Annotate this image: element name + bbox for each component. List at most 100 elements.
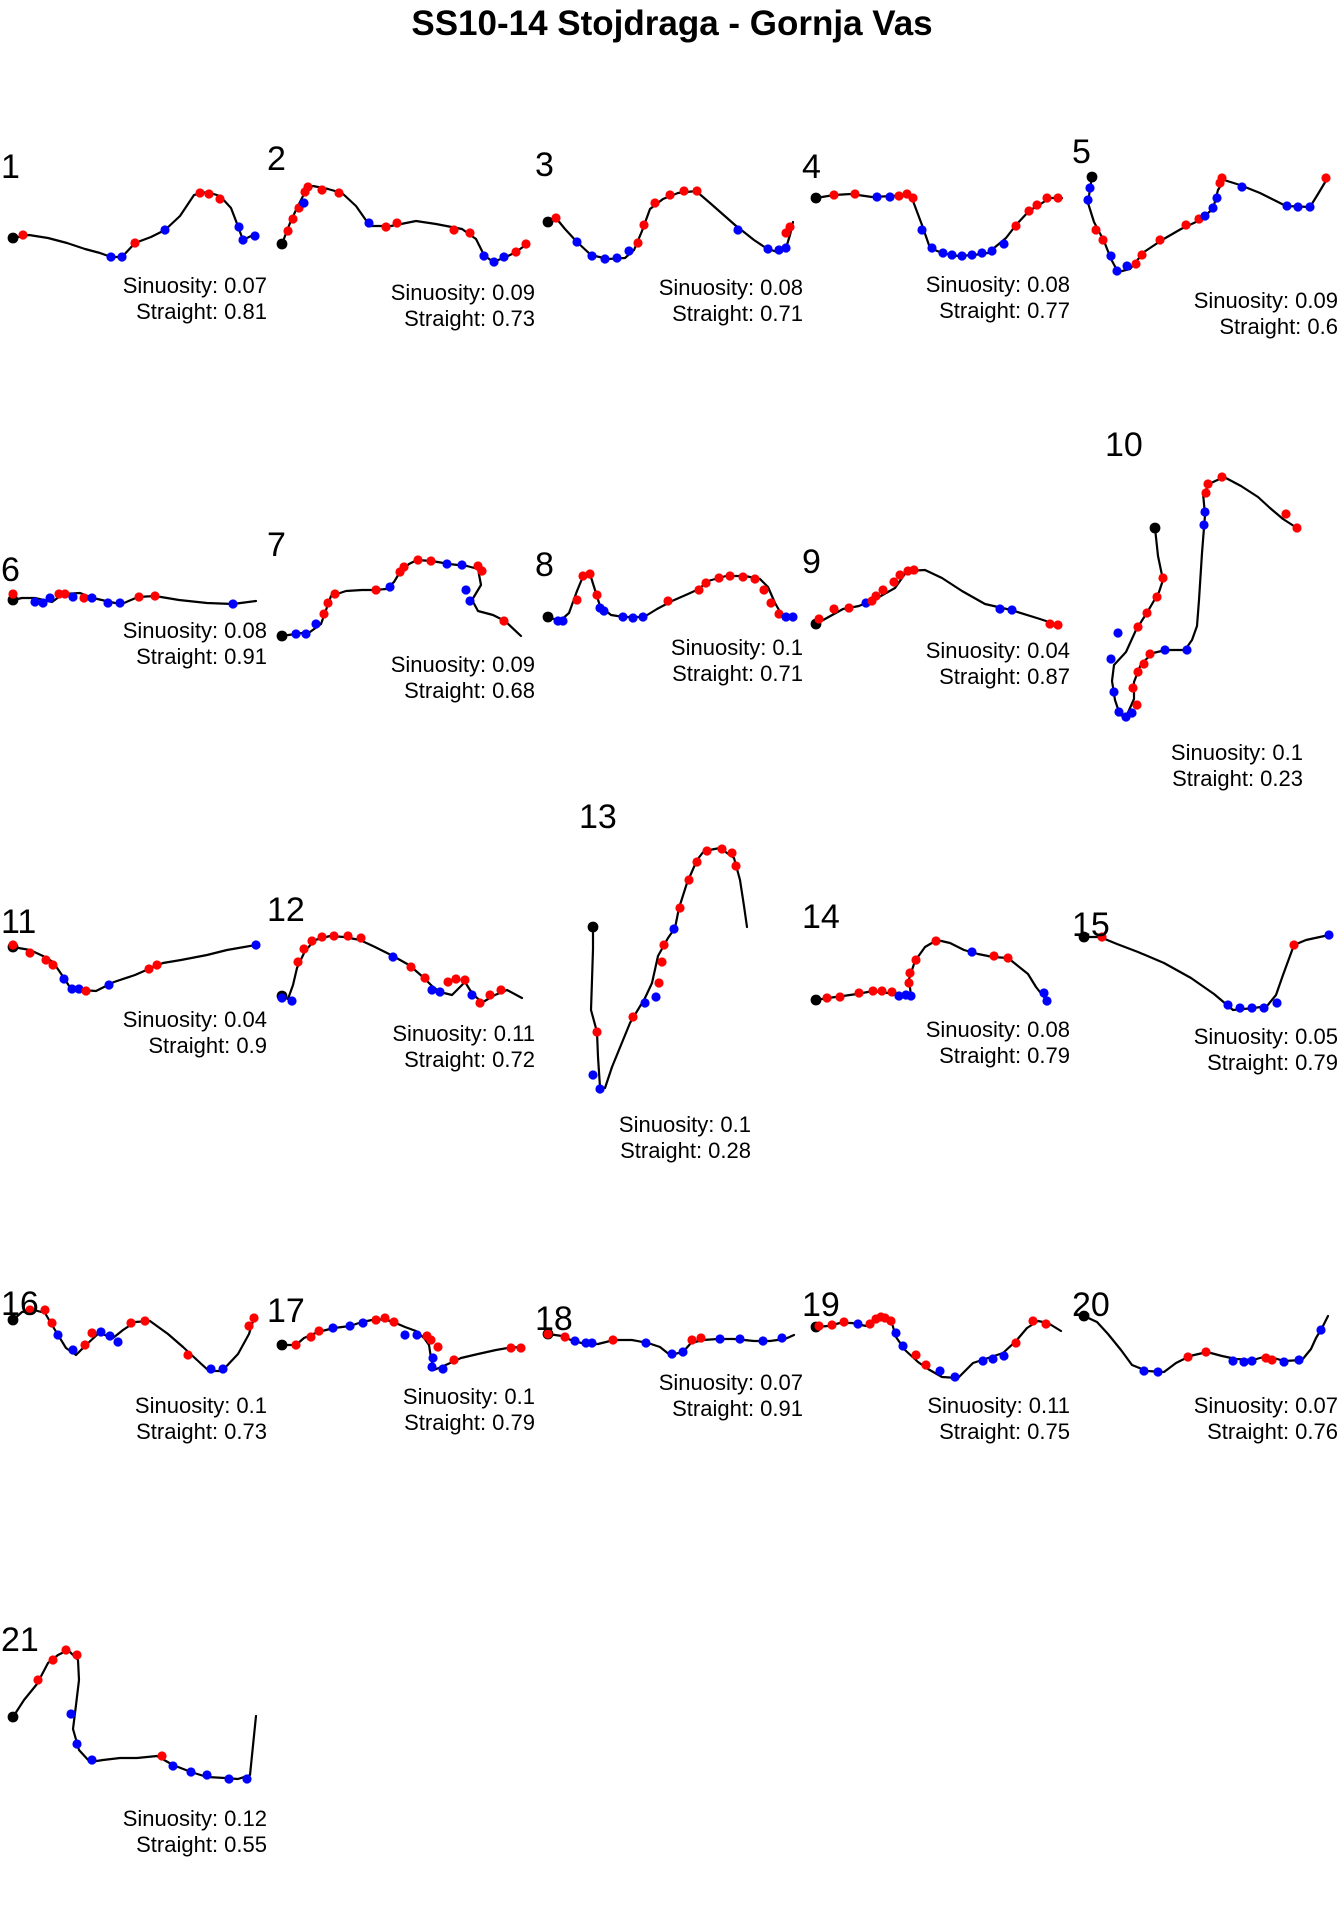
blue-point — [777, 1333, 787, 1343]
red-point — [894, 191, 904, 201]
red-point — [48, 1655, 58, 1665]
blue-point — [1237, 182, 1247, 192]
blue-point — [618, 612, 628, 622]
blue-point — [1305, 202, 1315, 212]
blue-point — [400, 1330, 410, 1340]
trajectory-panel-9 — [810, 565, 1063, 630]
panel-number: 16 — [1, 1285, 39, 1323]
red-point — [307, 936, 317, 946]
sinuosity-value: Sinuosity: 0.1 — [670, 635, 803, 660]
blue-point — [938, 248, 948, 258]
red-point — [578, 571, 588, 581]
panel-number: 12 — [267, 891, 305, 929]
sinuosity-value: Sinuosity: 0.12 — [122, 1806, 267, 1831]
panel-stats: Sinuosity: 0.07 Straight: 0.91 — [659, 1370, 803, 1422]
panel-number: 5 — [1072, 133, 1091, 171]
trajectory-panel-20 — [1078, 1310, 1330, 1377]
red-point — [844, 603, 854, 613]
red-point — [725, 571, 735, 581]
start-point — [7, 1711, 19, 1723]
blue-point — [1235, 1003, 1245, 1013]
red-point — [1053, 620, 1063, 630]
blue-point — [558, 616, 568, 626]
panel-number: 4 — [802, 148, 821, 186]
blue-point — [638, 612, 648, 622]
blue-point — [885, 192, 895, 202]
red-point — [1145, 649, 1155, 659]
red-point — [130, 238, 140, 248]
blue-point — [38, 598, 48, 608]
panel-stats: Sinuosity: 0.08 Straight: 0.71 — [659, 275, 803, 327]
red-point — [829, 604, 839, 614]
blue-point — [105, 1331, 115, 1341]
blue-point — [572, 237, 582, 247]
straight-value: Straight: 0.81 — [136, 299, 267, 324]
blue-point — [74, 984, 84, 994]
red-point — [433, 1342, 443, 1352]
red-point — [895, 570, 905, 580]
trajectory-panel-18 — [542, 1328, 796, 1359]
trajectory-panel-17 — [276, 1313, 526, 1374]
red-point — [1041, 1319, 1051, 1329]
panel-stats: Sinuosity: 0.09 Straight: 0.6 — [1194, 288, 1338, 340]
red-point — [449, 1355, 459, 1365]
blue-point — [299, 198, 309, 208]
red-point — [694, 585, 704, 595]
red-point — [47, 1318, 57, 1328]
panel-number: 21 — [1, 1621, 39, 1659]
blue-point — [763, 244, 773, 254]
trajectory-line — [11, 190, 255, 259]
red-point — [317, 185, 327, 195]
straight-value: Straight: 0.79 — [1207, 1050, 1338, 1075]
blue-point — [967, 250, 977, 260]
red-point — [814, 1321, 824, 1331]
blue-point — [669, 924, 679, 934]
blue-point — [385, 582, 395, 592]
sinuosity-value: Sinuosity: 0.04 — [925, 638, 1070, 663]
blue-point — [291, 629, 301, 639]
blue-point — [995, 604, 1005, 614]
red-point — [814, 614, 824, 624]
blue-point — [218, 1364, 228, 1374]
red-point — [850, 189, 860, 199]
blue-point — [206, 1364, 216, 1374]
sinuosity-value: Sinuosity: 0.07 — [658, 1370, 803, 1395]
red-point — [389, 1317, 399, 1327]
panel-stats: Sinuosity: 0.1 Straight: 0.71 — [671, 635, 803, 687]
straight-value: Straight: 0.79 — [404, 1410, 535, 1435]
panel-stats: Sinuosity: 0.09 Straight: 0.73 — [391, 280, 535, 332]
blue-point — [957, 251, 967, 261]
red-point — [822, 993, 832, 1003]
red-point — [283, 226, 293, 236]
blue-point — [106, 252, 116, 262]
red-point — [738, 572, 748, 582]
trajectory-panel-4 — [810, 189, 1064, 261]
blue-point — [461, 585, 471, 595]
red-point — [343, 931, 353, 941]
red-point — [911, 1350, 921, 1360]
blue-point — [1293, 202, 1303, 212]
blue-point — [906, 991, 916, 1001]
blue-point — [999, 1351, 1009, 1361]
trajectory-panel-1 — [7, 188, 260, 262]
sinuosity-value: Sinuosity: 0.1 — [402, 1384, 535, 1409]
blue-point — [872, 192, 882, 202]
trajectory-panel-12 — [276, 931, 524, 1008]
blue-point — [788, 612, 798, 622]
blue-point — [277, 993, 287, 1003]
blue-point — [758, 1336, 768, 1346]
panel-stats: Sinuosity: 0.12 Straight: 0.55 — [123, 1806, 267, 1858]
red-point — [1128, 683, 1138, 693]
blue-point — [66, 1709, 76, 1719]
panel-number: 15 — [1072, 906, 1110, 944]
panel-stats: Sinuosity: 0.09 Straight: 0.68 — [391, 652, 535, 704]
panel-number: 9 — [802, 543, 821, 581]
red-point — [204, 189, 214, 199]
red-point — [8, 940, 18, 950]
trajectory-panel-7 — [276, 555, 523, 642]
blue-point — [641, 1338, 651, 1348]
blue-point — [489, 257, 499, 267]
sinuosity-value: Sinuosity: 0.07 — [122, 273, 267, 298]
red-point — [663, 596, 673, 606]
